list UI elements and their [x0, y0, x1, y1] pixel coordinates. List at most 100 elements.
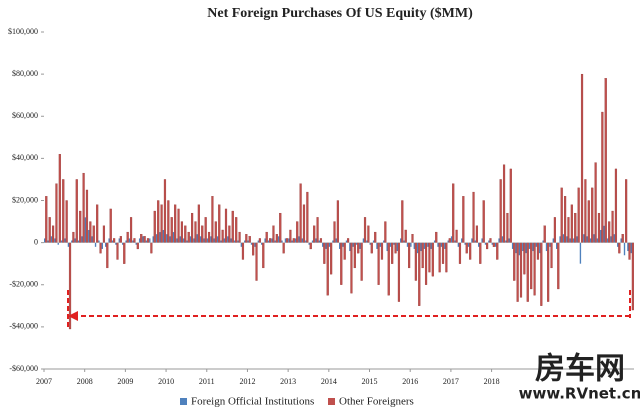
bar: [167, 200, 170, 243]
bar: [474, 240, 476, 243]
y-tick-label: -$20,000: [9, 280, 38, 289]
bar: [308, 242, 310, 245]
bar: [343, 242, 346, 260]
bar: [298, 236, 300, 243]
bar: [552, 238, 554, 243]
bar: [396, 242, 398, 252]
bar: [240, 242, 243, 247]
x-tick-label: 2016: [402, 377, 418, 386]
bar: [424, 242, 428, 285]
bar: [244, 240, 246, 243]
legend-label: Other Foreigners: [339, 396, 414, 408]
bar: [506, 212, 509, 243]
bar: [81, 236, 83, 243]
bar: [431, 242, 434, 277]
bar: [550, 242, 553, 269]
bar: [132, 240, 134, 243]
bar: [241, 242, 245, 260]
bar: [199, 236, 202, 243]
bar: [580, 73, 584, 243]
bar: [543, 225, 546, 243]
bar: [475, 225, 479, 243]
bar: [140, 234, 143, 243]
bar: [494, 242, 497, 247]
bar: [404, 229, 407, 243]
bar: [155, 234, 158, 243]
bar: [386, 242, 388, 252]
bar: [47, 240, 49, 243]
bar: [570, 204, 573, 243]
bar: [235, 217, 238, 243]
bar: [159, 232, 161, 243]
bar: [536, 242, 540, 260]
bar: [230, 238, 232, 243]
bar: [184, 225, 187, 243]
legend: Foreign Official Institutions Other Forei…: [180, 396, 414, 408]
bar: [183, 238, 185, 243]
bar: [353, 242, 356, 269]
bar: [264, 238, 266, 243]
bar: [526, 242, 529, 302]
bar: [491, 242, 493, 245]
bar: [447, 240, 449, 243]
bar: [174, 204, 177, 243]
bar: [370, 242, 373, 254]
bar: [94, 242, 97, 247]
bar: [247, 240, 249, 243]
bar: [288, 238, 290, 243]
bar: [162, 229, 165, 243]
bar: [603, 225, 605, 243]
bar: [201, 225, 204, 243]
bar: [606, 238, 609, 243]
bar: [421, 242, 424, 269]
bar: [576, 236, 578, 243]
bar: [508, 238, 510, 243]
plot: -$60,000 -$40,000 -$20,000 0 $20,000 $40,000 $…: [8, 27, 634, 408]
bar: [410, 242, 412, 247]
bar: [187, 231, 190, 243]
bar: [397, 242, 401, 302]
y-tick-label: $80,000: [12, 69, 38, 78]
bar: [294, 238, 297, 243]
bar: [302, 204, 306, 243]
bar: [284, 238, 287, 243]
bar: [357, 242, 360, 254]
bar: [631, 242, 634, 311]
bar: [445, 242, 448, 273]
bar: [574, 212, 577, 243]
bar: [45, 196, 48, 243]
bar: [138, 238, 141, 243]
watermark: 房车网: [535, 352, 625, 387]
bar: [101, 242, 103, 249]
bar: [125, 240, 127, 243]
bar: [530, 242, 533, 290]
bar: [522, 242, 524, 252]
bar: [557, 242, 560, 290]
bar: [596, 238, 599, 243]
bar: [111, 240, 114, 243]
bar: [583, 234, 585, 243]
bar: [594, 162, 597, 243]
bar: [369, 242, 371, 245]
bar: [152, 236, 154, 243]
bar: [274, 240, 276, 243]
bar: [277, 236, 280, 243]
bar: [289, 229, 292, 243]
bar: [267, 240, 270, 243]
bar: [383, 240, 385, 243]
bar: [505, 240, 507, 243]
legend-swatch: [328, 398, 335, 405]
bar: [262, 242, 265, 269]
bar: [359, 242, 361, 249]
bar: [593, 234, 595, 243]
bar: [513, 242, 516, 281]
bar: [196, 234, 198, 243]
bar: [469, 242, 472, 260]
bar: [146, 238, 150, 243]
bar: [113, 238, 116, 243]
bar: [57, 242, 59, 245]
bar: [376, 242, 378, 249]
bar: [71, 240, 73, 243]
bar: [587, 200, 590, 243]
